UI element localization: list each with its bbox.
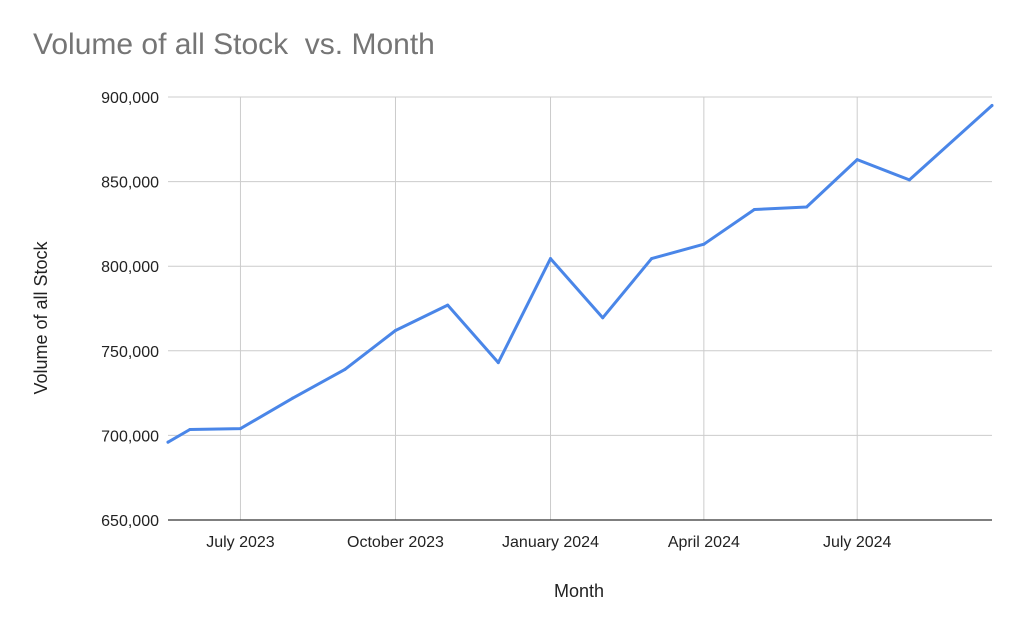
data-point (496, 361, 500, 365)
data-point (188, 427, 192, 431)
y-tick-label: 900,000 (101, 90, 159, 107)
data-point (702, 242, 706, 246)
tick-labels: 650,000 700,000 750,000 800,000 850,000 900,0… (101, 90, 891, 551)
data-point (855, 158, 859, 162)
y-tick-label: 650,000 (101, 513, 159, 530)
data-point (990, 103, 994, 107)
data-point (650, 257, 654, 261)
data-point (166, 440, 170, 444)
x-tick-label: October 2023 (347, 534, 444, 551)
data-point (291, 396, 295, 400)
x-tick-label: July 2024 (823, 534, 892, 551)
data-point (805, 205, 809, 209)
x-tick-label: January 2024 (502, 534, 599, 551)
series-line (166, 104, 994, 444)
data-point (393, 328, 397, 332)
data-point (752, 208, 756, 212)
gridlines (168, 96, 992, 520)
y-tick-label: 850,000 (101, 175, 159, 192)
data-point (907, 178, 911, 182)
chart-title: Volume of all Stock vs. Month (33, 28, 435, 61)
y-tick-label: 800,000 (101, 259, 159, 276)
data-point (343, 367, 347, 371)
x-axis-title: Month (554, 581, 604, 601)
y-tick-label: 700,000 (101, 428, 159, 445)
y-axis-title: Volume of all Stock (31, 240, 51, 394)
data-point (238, 427, 242, 431)
x-tick-label: April 2024 (668, 534, 740, 551)
series-layer (166, 103, 994, 444)
y-tick-label: 750,000 (101, 344, 159, 361)
x-tick-label: July 2023 (206, 534, 275, 551)
data-point (601, 316, 605, 320)
data-point (446, 303, 450, 307)
data-point (549, 257, 553, 261)
